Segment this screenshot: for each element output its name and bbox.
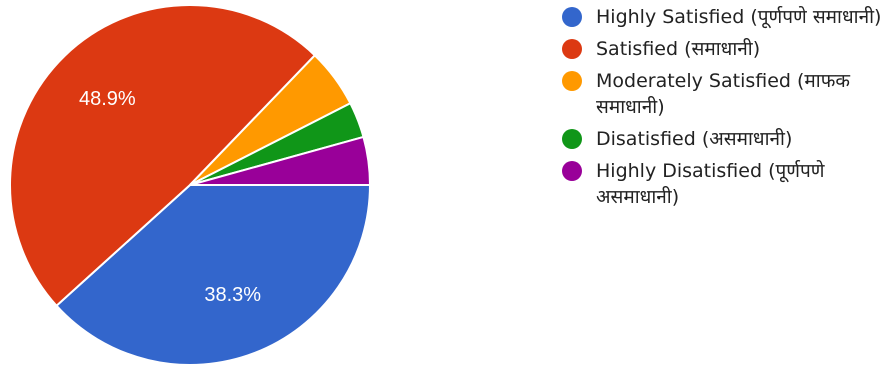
legend-swatch-moderately-satisfied (562, 71, 582, 91)
legend-swatch-disatisfied (562, 129, 582, 149)
pie-slice-highly-disatisfied[interactable] (189, 135, 372, 186)
legend-item-satisfied[interactable]: Satisfied (समाधानी) (562, 36, 896, 62)
legend-item-highly-satisfied[interactable]: Highly Satisfied (पूर्णपणे समाधानी) (562, 4, 896, 30)
legend-swatch-satisfied (562, 39, 582, 59)
slice-label-highly-satisfied: 38.3% (204, 284, 261, 306)
legend-item-disatisfied[interactable]: Disatisfied (असमाधानी) (562, 126, 896, 152)
legend-label-highly-disatisfied: Highly Disatisfied (पूर्णपणे असमाधानी) (596, 160, 825, 208)
legend-label-highly-satisfied: Highly Satisfied (पूर्णपणे समाधानी) (596, 6, 882, 28)
legend-label-satisfied: Satisfied (समाधानी) (596, 38, 761, 60)
legend: Highly Satisfied (पूर्णपणे समाधानी) Sati… (562, 4, 896, 216)
legend-swatch-highly-disatisfied (562, 161, 582, 181)
legend-label-disatisfied: Disatisfied (असमाधानी) (596, 128, 793, 150)
legend-label-moderately-satisfied: Moderately Satisfied (माफक समाधानी) (596, 70, 850, 118)
pie-slice-satisfied[interactable] (9, 4, 317, 308)
slice-label-satisfied: 48.9% (79, 88, 136, 110)
legend-swatch-highly-satisfied (562, 7, 582, 27)
legend-item-highly-disatisfied[interactable]: Highly Disatisfied (पूर्णपणे असमाधानी) (562, 158, 896, 210)
pie-slice-highly-satisfied[interactable] (55, 184, 372, 365)
legend-item-moderately-satisfied[interactable]: Moderately Satisfied (माफक समाधानी) (562, 68, 896, 120)
pie-chart: 38.3% 48.9% (9, 4, 372, 365)
